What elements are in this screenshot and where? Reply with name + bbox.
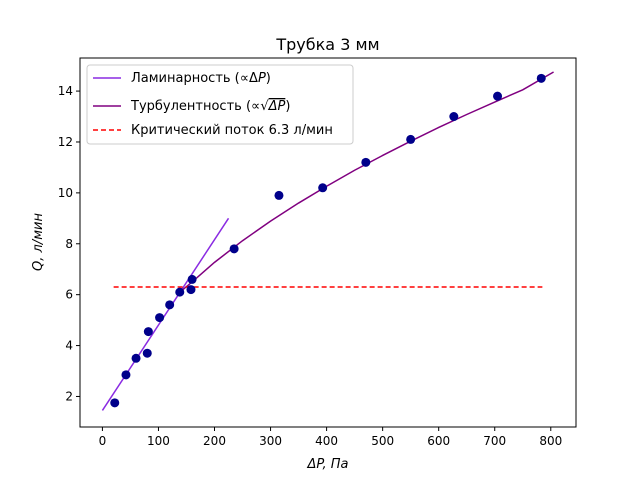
chart-title: Трубка 3 мм: [275, 35, 379, 54]
data-point: [131, 353, 141, 363]
data-point: [175, 287, 185, 297]
x-tick-label: 100: [147, 434, 170, 448]
x-tick-label: 500: [371, 434, 394, 448]
legend-label-laminar: Ламинарность (∝ΔP): [131, 71, 271, 86]
x-tick-label: 300: [259, 434, 282, 448]
data-point: [274, 190, 284, 200]
x-tick-label: 400: [315, 434, 338, 448]
legend-label-turbulent: Турбулентность (∝√ΔP): [130, 99, 290, 114]
y-tick-label: 6: [65, 288, 73, 302]
y-tick-label: 10: [58, 186, 73, 200]
data-point: [155, 313, 165, 323]
data-point: [361, 157, 371, 167]
data-point: [406, 134, 416, 144]
legend: Ламинарность (∝ΔP) Турбулентность (∝√ΔP)…: [86, 64, 354, 145]
y-tick-label: 14: [58, 84, 73, 98]
legend-label-critical: Критический поток 6.3 л/мин: [131, 123, 333, 138]
data-point: [142, 348, 152, 358]
x-tick-label: 600: [427, 434, 450, 448]
data-point: [318, 183, 328, 193]
data-point: [449, 112, 459, 122]
data-point: [493, 91, 503, 101]
data-point: [536, 73, 546, 83]
data-point: [143, 327, 153, 337]
x-axis-label: ΔP, Па: [307, 457, 349, 472]
y-axis-label: Q, л/мин: [31, 213, 46, 271]
data-point: [165, 300, 175, 310]
y-tick-label: 12: [58, 135, 73, 149]
sqrt-symbol: √: [260, 99, 269, 114]
data-point: [110, 398, 120, 408]
data-point: [229, 244, 239, 254]
x-tick-label: 800: [539, 434, 562, 448]
x-tick-label: 0: [99, 434, 107, 448]
x-tick-label: 200: [203, 434, 226, 448]
data-point: [186, 285, 196, 295]
y-tick-label: 4: [65, 339, 73, 353]
y-axis: 2 4 6 8 10 12 14: [58, 84, 80, 403]
axes-frame: [79, 57, 577, 428]
y-tick-label: 8: [65, 237, 73, 251]
data-layer: [101, 71, 554, 411]
data-point: [187, 274, 197, 284]
legend-box: [86, 64, 354, 145]
data-point: [121, 370, 131, 380]
x-tick-label: 700: [483, 434, 506, 448]
turbulent-fit-line: [180, 71, 554, 292]
y-tick-label: 2: [65, 389, 73, 403]
x-axis: 0 100 200 300 400 500 600 700 800: [99, 427, 562, 448]
